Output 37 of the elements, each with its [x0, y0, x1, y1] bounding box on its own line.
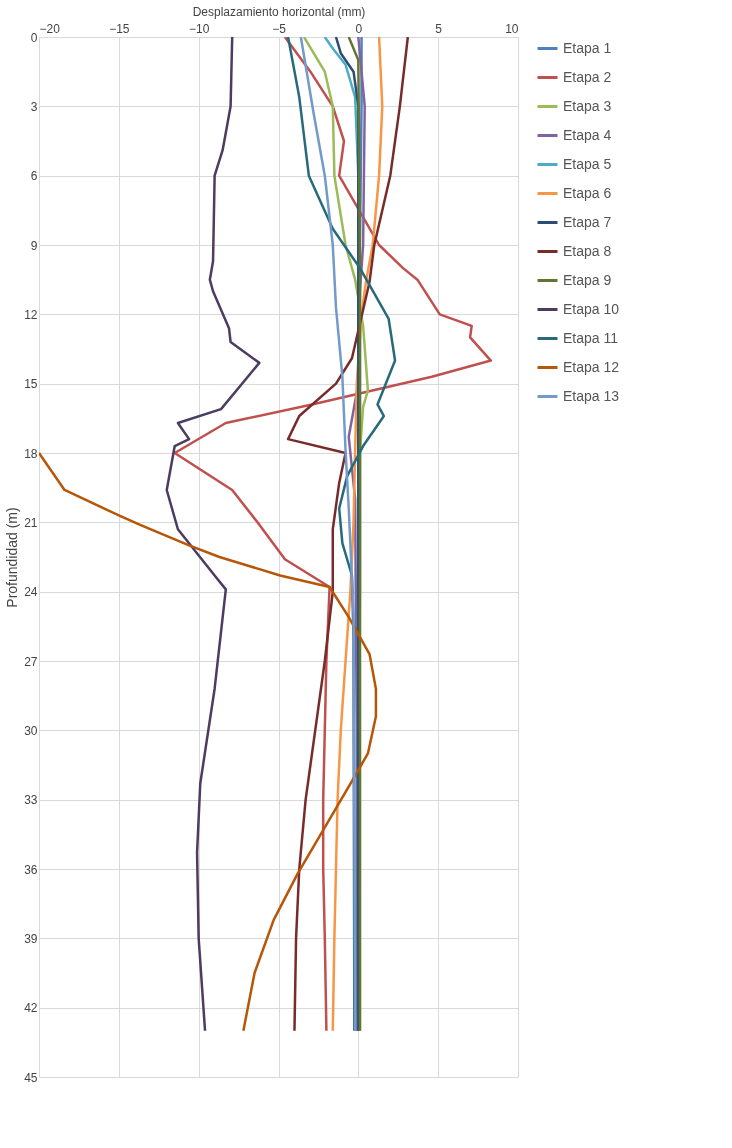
legend-label: Etapa 7: [563, 213, 612, 230]
x-tick-label: −20: [39, 21, 61, 36]
y-tick-label: 36: [24, 862, 38, 877]
legend-label: Etapa 4: [563, 126, 612, 143]
x-axis-title: Desplazamiento horizontal (mm): [192, 4, 366, 19]
legend-label: Etapa 2: [563, 68, 612, 85]
legend-label: Etapa 9: [563, 271, 612, 288]
y-tick-label: 12: [24, 307, 38, 322]
legend-label: Etapa 12: [563, 358, 620, 375]
y-tick-label: 30: [24, 723, 38, 738]
y-tick-label: 15: [24, 377, 38, 392]
legend-label: Etapa 3: [563, 97, 612, 114]
y-tick-label: 33: [24, 793, 38, 808]
y-tick-label: 45: [24, 1070, 38, 1085]
legend-label: Etapa 11: [563, 329, 619, 346]
legend-label: Etapa 1: [563, 39, 612, 56]
y-tick-label: 18: [24, 446, 38, 461]
y-tick-label: 42: [24, 1001, 38, 1016]
y-tick-label: 9: [30, 238, 38, 253]
y-tick-label: 39: [24, 931, 38, 946]
x-tick-label: −10: [188, 21, 210, 36]
legend-label: Etapa 13: [563, 387, 620, 404]
y-tick-label: 21: [24, 515, 38, 530]
legend-label: Etapa 5: [563, 155, 612, 172]
y-tick-label: 27: [24, 654, 38, 669]
x-tick-label: 5: [435, 21, 443, 36]
legend-label: Etapa 8: [563, 242, 612, 259]
x-tick-label: −5: [272, 21, 287, 36]
y-axis-title: Profundidad (m): [4, 507, 21, 608]
y-tick-label: 3: [30, 99, 38, 114]
x-tick-label: 10: [505, 21, 519, 36]
y-tick-label: 6: [30, 169, 38, 184]
legend-label: Etapa 10: [563, 300, 620, 317]
y-tick-label: 24: [24, 585, 38, 600]
legend-label: Etapa 6: [563, 184, 612, 201]
x-tick-label: −15: [109, 21, 130, 36]
x-tick-label: 0: [355, 21, 363, 36]
